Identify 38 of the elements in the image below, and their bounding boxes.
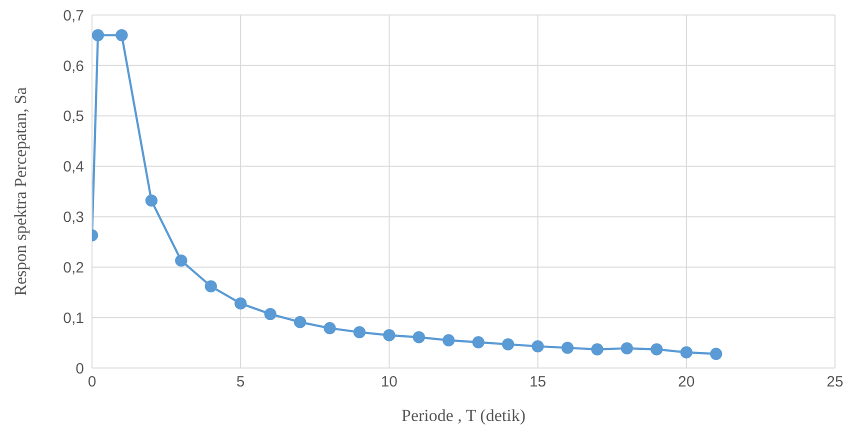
point <box>532 340 544 352</box>
point <box>324 322 336 334</box>
y-tick-label: 0 <box>76 360 84 378</box>
x-tick-label: 25 <box>826 374 844 391</box>
point <box>234 297 247 310</box>
x-tick-label: 10 <box>380 374 398 391</box>
y-tick-label: 0,3 <box>63 209 84 226</box>
point <box>502 338 514 350</box>
x-tick-label: 20 <box>678 374 695 391</box>
point <box>591 343 604 356</box>
point <box>383 329 396 342</box>
point <box>442 334 455 346</box>
point <box>561 342 574 354</box>
point <box>264 308 276 320</box>
point <box>175 254 188 267</box>
y-tick-label: 0,4 <box>63 158 84 176</box>
x-tick-label: 0 <box>88 374 96 391</box>
point <box>620 342 634 354</box>
y-tick-label: 0,5 <box>63 108 84 126</box>
y-tick-label: 0,6 <box>63 58 84 75</box>
point <box>92 29 104 42</box>
y-axis-title: Respon spektra Percepatan, Sa <box>11 86 30 296</box>
point <box>145 194 158 207</box>
x-axis-title: Periode , T (detik) <box>401 406 526 425</box>
y-tick-label: 0,2 <box>63 259 84 276</box>
x-tick-label: 5 <box>236 374 245 391</box>
y-tick-label: 0,7 <box>63 7 84 24</box>
point <box>412 331 426 344</box>
point <box>680 346 692 358</box>
point <box>353 326 366 338</box>
point <box>204 280 217 292</box>
x-tick-label: 15 <box>529 374 546 391</box>
point <box>710 348 722 360</box>
point <box>650 343 663 356</box>
point <box>472 336 484 348</box>
y-tick-label: 0,1 <box>63 310 84 327</box>
point <box>294 316 306 328</box>
point <box>116 29 128 42</box>
